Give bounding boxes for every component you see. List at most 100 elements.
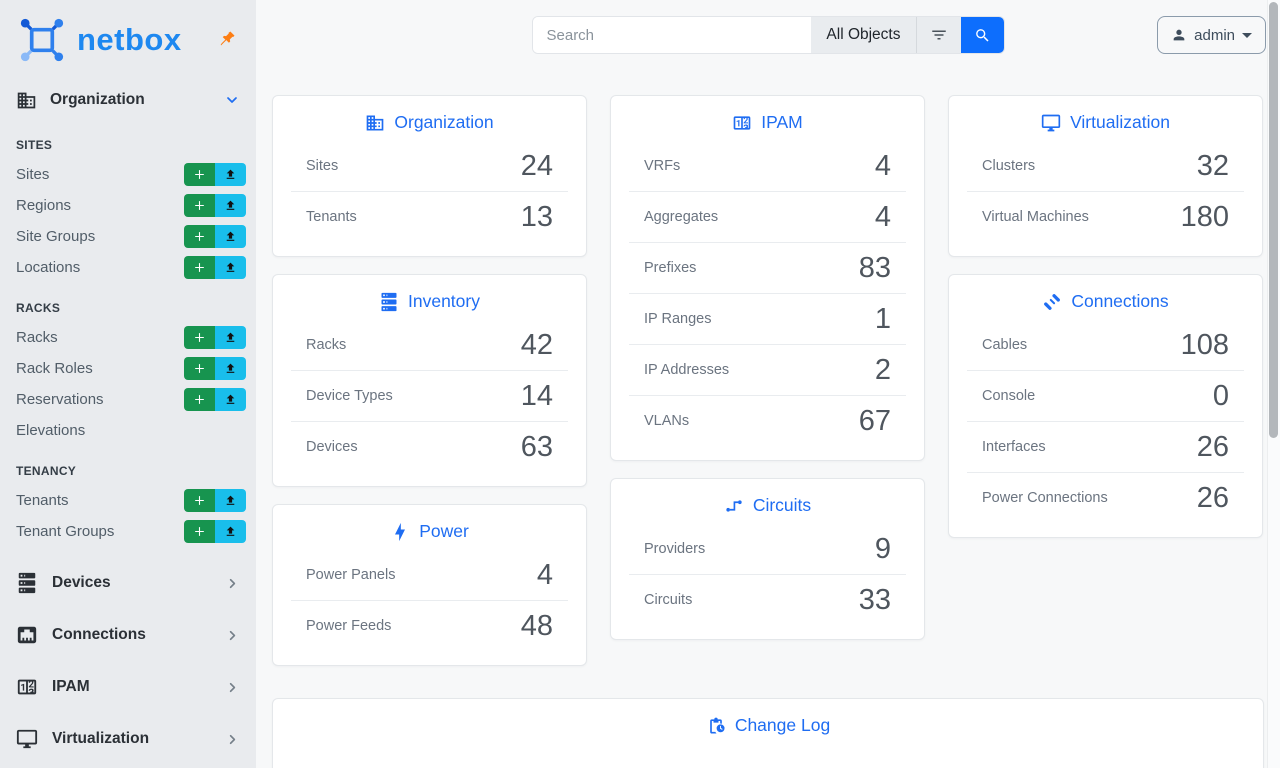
filter-button[interactable]	[915, 17, 961, 53]
stat-row-power-panels[interactable]: Power Panels 4	[273, 550, 586, 600]
stat-label: Tenants	[306, 209, 357, 225]
quick-actions	[184, 256, 246, 279]
chevron-right-icon	[229, 630, 236, 640]
stat-value: 4	[874, 200, 891, 233]
topbar: All Objects admin	[272, 16, 1266, 54]
pin-sidebar-icon[interactable]	[216, 29, 238, 51]
user-menu-button[interactable]: admin	[1157, 16, 1266, 54]
stat-label: Power Connections	[982, 490, 1108, 506]
import-button[interactable]	[215, 194, 246, 217]
netbox-logo[interactable]: netbox	[16, 14, 182, 66]
card-organization-title[interactable]: Organization	[273, 96, 586, 141]
stat-row-circuits[interactable]: Circuits 33	[611, 575, 924, 625]
import-button[interactable]	[215, 326, 246, 349]
import-button[interactable]	[215, 489, 246, 512]
import-button[interactable]	[215, 388, 246, 411]
grid-column-3: Virtualization Clusters 32 Virtual Machi…	[948, 95, 1263, 666]
sidebar: netbox Organization SITES Sites Regions …	[0, 0, 256, 768]
filter-icon	[931, 30, 946, 40]
stat-row-cables[interactable]: Cables 108	[949, 320, 1262, 370]
search-button[interactable]	[960, 17, 1004, 53]
stat-row-console[interactable]: Console 0	[949, 371, 1262, 421]
sidebar-item-organization[interactable]: Organization	[0, 80, 256, 120]
add-button[interactable]	[184, 520, 215, 543]
card-ipam: IPAM VRFs 4 Aggregates 4 Prefixes	[610, 95, 925, 461]
stat-row-ip-addresses[interactable]: IP Addresses 2	[611, 345, 924, 395]
sidebar-item-site-groups[interactable]: Site Groups	[0, 221, 256, 252]
sidebar-item-sites[interactable]: Sites	[0, 159, 256, 190]
stat-row-tenants[interactable]: Tenants 13	[273, 192, 586, 242]
stat-row-aggregates[interactable]: Aggregates 4	[611, 192, 924, 242]
sidebar-group-header-tenancy: TENANCY	[16, 464, 77, 478]
sidebar-item-racks[interactable]: Racks	[0, 322, 256, 353]
add-button[interactable]	[184, 225, 215, 248]
import-button[interactable]	[215, 520, 246, 543]
stat-row-racks[interactable]: Racks 42	[273, 320, 586, 370]
search-input[interactable]	[532, 17, 812, 53]
stat-value: 4	[874, 149, 891, 182]
stat-row-virtual-machines[interactable]: Virtual Machines 180	[949, 192, 1262, 242]
sidebar-item-elevations[interactable]: Elevations	[0, 415, 256, 446]
stat-row-interfaces[interactable]: Interfaces 26	[949, 422, 1262, 472]
stat-row-power-connections[interactable]: Power Connections 26	[949, 473, 1262, 523]
stat-row-device-types[interactable]: Device Types 14	[273, 371, 586, 421]
grid-column-1: Organization Sites 24 Tenants 13	[272, 95, 587, 666]
sidebar-item-rack-roles[interactable]: Rack Roles	[0, 353, 256, 384]
card-title-label: Organization	[394, 112, 494, 132]
import-button[interactable]	[215, 163, 246, 186]
card-ipam-title[interactable]: IPAM	[611, 96, 924, 141]
stat-row-devices[interactable]: Devices 63	[273, 422, 586, 472]
card-title-label: Virtualization	[1070, 112, 1170, 132]
caret-down-icon	[1242, 32, 1252, 38]
card-changelog-title[interactable]: Change Log	[273, 699, 1263, 744]
sidebar-item-reservations[interactable]: Reservations	[0, 384, 256, 415]
add-button[interactable]	[184, 163, 215, 186]
add-button[interactable]	[184, 256, 215, 279]
stat-row-vlans[interactable]: VLANs 67	[611, 396, 924, 446]
sidebar-item-locations[interactable]: Locations	[0, 252, 256, 283]
import-button[interactable]	[215, 357, 246, 380]
card-title-label: IPAM	[761, 112, 803, 132]
stat-row-clusters[interactable]: Clusters 32	[949, 141, 1262, 191]
card-body: Racks 42 Device Types 14 Devices 63	[273, 320, 586, 486]
stat-value: 42	[520, 328, 553, 361]
import-button[interactable]	[215, 225, 246, 248]
divider	[967, 421, 1244, 422]
sidebar-item-label: Virtualization	[52, 730, 150, 747]
card-virtualization-title[interactable]: Virtualization	[949, 96, 1262, 141]
add-button[interactable]	[184, 194, 215, 217]
card-connections-title[interactable]: Connections	[949, 275, 1262, 320]
scrollbar-thumb[interactable]	[1269, 2, 1278, 438]
stat-row-vrfs[interactable]: VRFs 4	[611, 141, 924, 191]
quick-actions	[184, 225, 246, 248]
stat-label: VLANs	[644, 413, 690, 429]
stat-label: Racks	[306, 337, 347, 353]
add-button[interactable]	[184, 388, 215, 411]
search-scope-select[interactable]: All Objects	[811, 17, 916, 53]
card-inventory-title[interactable]: Inventory	[273, 275, 586, 320]
stat-row-prefixes[interactable]: Prefixes 83	[611, 243, 924, 293]
sidebar-item-virtualization[interactable]: Virtualization	[0, 713, 256, 765]
card-power-title[interactable]: Power	[273, 505, 586, 550]
sidebar-item-tenants[interactable]: Tenants	[0, 485, 256, 516]
import-button[interactable]	[215, 256, 246, 279]
sidebar-item-regions[interactable]: Regions	[0, 190, 256, 221]
stat-row-providers[interactable]: Providers 9	[611, 524, 924, 574]
upload-icon	[226, 332, 235, 342]
sidebar-item-tenant-groups[interactable]: Tenant Groups	[0, 516, 256, 547]
stat-row-ip-ranges[interactable]: IP Ranges 1	[611, 294, 924, 344]
sidebar-item-connections[interactable]: Connections	[0, 609, 256, 661]
user-label: admin	[1194, 26, 1235, 44]
card-body: Clusters 32 Virtual Machines 180	[949, 141, 1262, 256]
stat-row-sites[interactable]: Sites 24	[273, 141, 586, 191]
plus-icon	[195, 496, 204, 505]
stat-label: IP Addresses	[644, 362, 730, 378]
card-circuits-title[interactable]: Circuits	[611, 479, 924, 524]
sidebar-item-ipam[interactable]: IPAM	[0, 661, 256, 713]
add-button[interactable]	[184, 357, 215, 380]
sidebar-item-devices[interactable]: Devices	[0, 557, 256, 609]
add-button[interactable]	[184, 489, 215, 512]
add-button[interactable]	[184, 326, 215, 349]
stat-row-power-feeds[interactable]: Power Feeds 48	[273, 601, 586, 651]
stat-value: 180	[1180, 200, 1229, 233]
